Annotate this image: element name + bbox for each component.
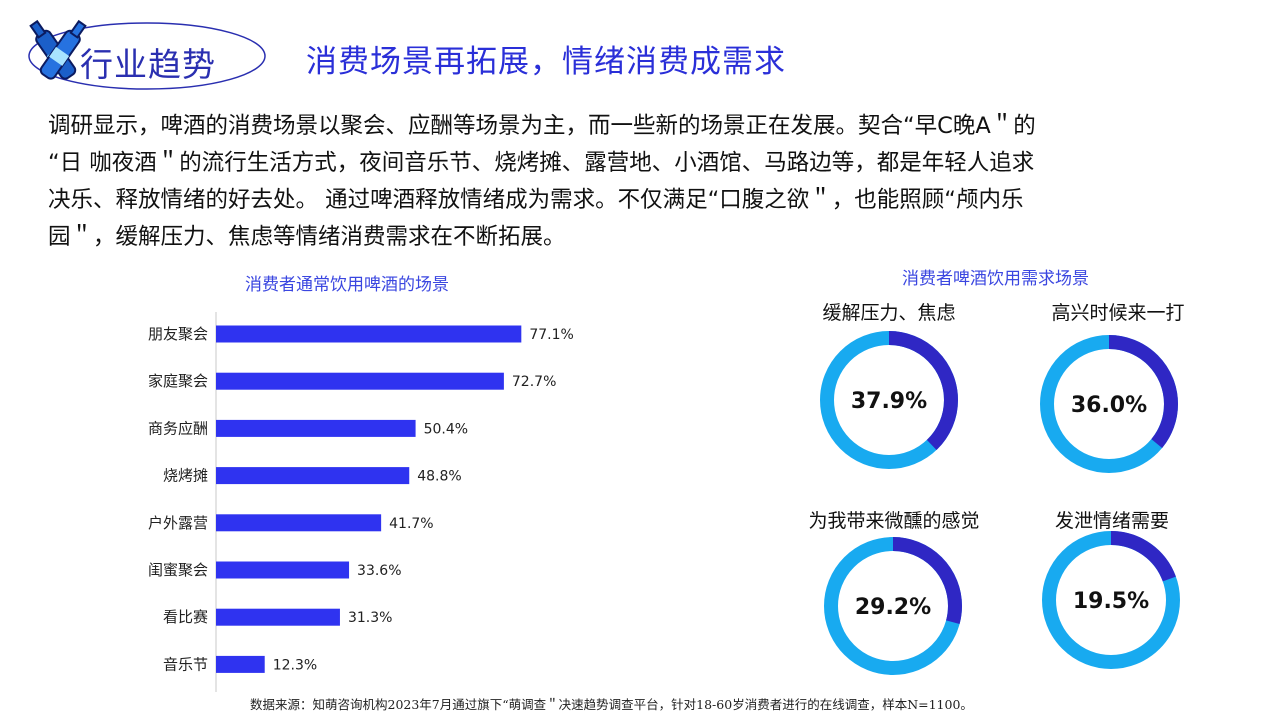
donut-value: 36.0% — [1071, 393, 1147, 418]
category-label: 看比赛 — [163, 608, 208, 626]
bar — [216, 419, 416, 437]
source-note: 数据来源：知萌咨询机构2023年7月通过旗下“萌调查＂决速趋势调查平台，针对18… — [250, 697, 973, 712]
donut-segment — [1042, 531, 1180, 669]
donut-chart: 19.5% — [1042, 531, 1180, 669]
donut-label: 高兴时候来一打 — [1051, 302, 1185, 324]
data-label: 48.8% — [417, 469, 461, 485]
data-label: 77.1% — [529, 327, 573, 343]
donut-segment — [1040, 335, 1178, 473]
section-logo — [22, 14, 272, 98]
donut-value: 19.5% — [1073, 589, 1149, 614]
donut-chart: 37.9% — [820, 331, 958, 469]
bar — [216, 561, 350, 579]
donut-value: 29.2% — [855, 595, 931, 620]
donut-chart: 36.0% — [1040, 335, 1178, 473]
bar — [216, 608, 340, 626]
intro-line: 决乐、释放情绪的好去处。 通过啤酒释放情绪成为需求。不仅满足“口腹之欲＂，也能照… — [48, 187, 1024, 213]
category-label: 闺蜜聚会 — [148, 561, 208, 579]
data-label: 50.4% — [424, 421, 468, 437]
category-label: 家庭聚会 — [148, 372, 208, 390]
category-label: 烧烤摊 — [163, 467, 208, 485]
bottle-logo-icon — [28, 19, 266, 90]
data-label: 41.7% — [389, 516, 433, 532]
category-label: 户外露营 — [148, 514, 208, 532]
donut-label: 缓解压力、焦虑 — [822, 302, 956, 324]
bar — [216, 467, 410, 485]
bar-chart: 朋友聚会 77.1% 家庭聚会 72.7% 商务应酬 50.4% 烧烤摊 48.8% 户外露营 4… — [148, 312, 574, 692]
bar-chart-title: 消费者通常饮用啤酒的场景 — [245, 275, 449, 295]
intro-line: 调研显示，啤酒的消费场景以聚会、应酬等场景为主，而一些新的场景正在发展。契合“早… — [48, 113, 1036, 139]
donut-section-title: 消费者啤酒饮用需求场景 — [902, 269, 1089, 289]
donut-label: 发泄情绪需要 — [1054, 510, 1169, 532]
intro-line: “日 咖夜酒＂的流行生活方式，夜间音乐节、烧烤摊、露营地、小酒馆、马路边等，都是… — [48, 150, 1035, 176]
donut-value: 37.9% — [851, 389, 927, 414]
category-label: 朋友聚会 — [148, 325, 208, 343]
data-label: 72.7% — [512, 374, 556, 390]
category-label: 商务应酬 — [148, 419, 208, 437]
data-label: 33.6% — [357, 563, 401, 579]
bar — [216, 325, 522, 343]
intro-line: 园＂，缓解压力、焦虑等情绪消费需求在不断拓展。 — [48, 224, 566, 250]
donut-label: 为我带来微醺的感觉 — [808, 510, 980, 532]
section-label: 行业趋势 — [80, 45, 216, 84]
page-title: 消费场景再拓展，情绪消费成需求 — [306, 44, 786, 80]
donut-segment — [820, 331, 958, 469]
donut-chart: 29.2% — [824, 537, 962, 675]
bar — [216, 514, 382, 532]
bar — [216, 655, 265, 673]
category-label: 音乐节 — [163, 655, 208, 673]
bar — [216, 372, 504, 390]
data-label: 31.3% — [348, 610, 392, 626]
intro-paragraph: 调研显示，啤酒的消费场景以聚会、应酬等场景为主，而一些新的场景正在发展。契合“早… — [48, 108, 1228, 256]
donut-segment — [824, 537, 962, 675]
data-label: 12.3% — [273, 657, 317, 673]
